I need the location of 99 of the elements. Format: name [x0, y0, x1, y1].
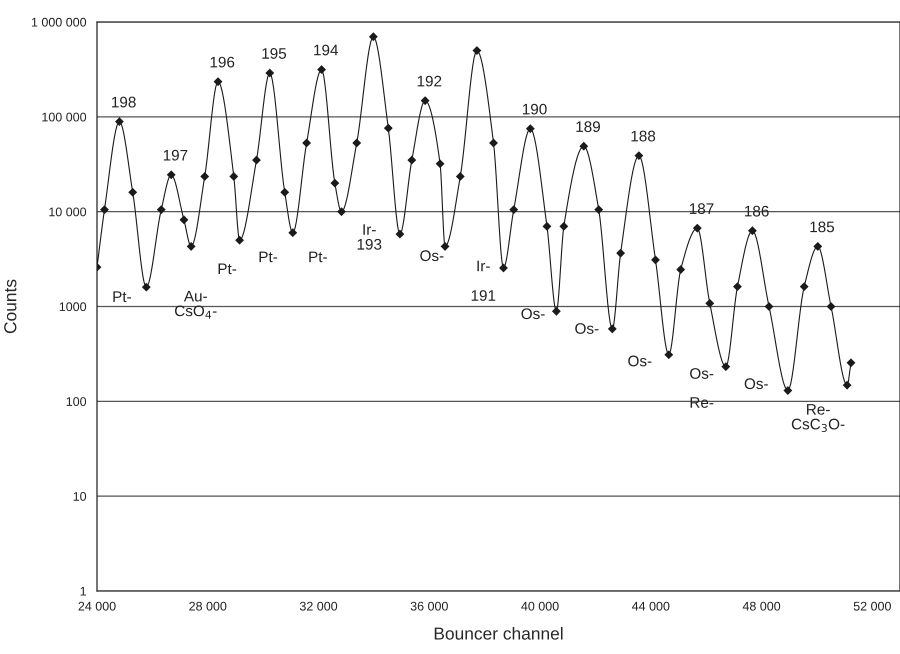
annotation: 192: [418, 76, 442, 87]
annotation: Os-: [744, 378, 768, 390]
annotation: Ir- 193: [358, 224, 382, 250]
annotation: 197: [164, 150, 188, 161]
x-tick-label: 44 000: [632, 602, 670, 611]
point: [330, 178, 339, 188]
point: [288, 228, 297, 237]
point: [352, 138, 361, 148]
x-tick-label: 36 000: [410, 602, 448, 611]
x-tick-label: 28 000: [189, 602, 226, 611]
annotation: Os-: [628, 356, 652, 366]
y-axis-title: Counts: [4, 280, 16, 334]
point: [846, 358, 856, 367]
point: [594, 206, 603, 214]
point: [167, 170, 176, 179]
point: [317, 65, 326, 74]
annotation: Ir-: [477, 260, 490, 272]
annotation: 189: [576, 121, 600, 132]
point: [157, 206, 166, 214]
point: [230, 172, 238, 181]
point: [128, 188, 137, 196]
point: [748, 226, 757, 235]
point: [420, 96, 430, 105]
annotation: 185: [810, 221, 834, 232]
point: [800, 282, 808, 291]
point: [489, 138, 498, 148]
point: [706, 299, 714, 308]
point: [115, 118, 124, 126]
y-tick-label: 1: [80, 586, 86, 596]
point: [826, 302, 836, 311]
point: [722, 362, 730, 371]
annotation: Au- CsO$_{4}$-: [175, 290, 217, 319]
point: [252, 156, 261, 164]
x-tick-label: 24 000: [78, 602, 116, 611]
point: [560, 222, 568, 230]
point: [280, 188, 289, 196]
point: [580, 142, 588, 150]
point: [302, 138, 311, 148]
point: [693, 224, 702, 232]
annotation: Re- CsC$_{3}$O-: [792, 404, 844, 432]
annotation: Pt-: [260, 252, 278, 262]
point: [200, 172, 209, 181]
point: [499, 264, 508, 272]
point: [266, 68, 274, 78]
annotation: Pt-: [309, 252, 327, 262]
y-tick-label: 10 000: [49, 207, 86, 216]
point: [542, 222, 552, 230]
point: [456, 172, 464, 181]
point: [764, 302, 774, 311]
annotation: 194: [314, 44, 338, 56]
annotation: Pt-: [218, 264, 236, 274]
point: [472, 46, 482, 55]
point: [664, 350, 673, 359]
annotation: 196: [210, 56, 234, 68]
y-tick-label: 10: [74, 492, 86, 501]
x-axis-title: Bouncer channel: [434, 626, 562, 640]
y-tick-label: 100 000: [42, 112, 86, 122]
annotation: Os-: [420, 250, 444, 262]
annotation: Pt-: [113, 291, 131, 302]
y-tick-label: 100: [66, 397, 86, 406]
point: [552, 307, 561, 316]
annotation: 188: [631, 130, 656, 142]
point: [408, 156, 416, 164]
point: [384, 124, 392, 132]
point: [180, 216, 188, 224]
point: [436, 160, 444, 168]
point: [100, 206, 109, 214]
x-tick-label: 40 000: [521, 602, 559, 611]
point: [369, 32, 378, 41]
point: [608, 324, 616, 334]
point: [616, 249, 625, 258]
y-tick-label: 1000: [60, 302, 86, 312]
point: [526, 124, 534, 133]
x-tick-label: 32 000: [300, 602, 338, 611]
x-tick-label: 52 000: [854, 602, 891, 611]
y-tick-label: 1 000 000: [32, 18, 86, 27]
point: [651, 256, 660, 264]
point: [142, 283, 150, 292]
point: [784, 386, 792, 395]
annotation: 191: [472, 290, 496, 301]
point: [634, 151, 644, 160]
annotation: 190: [522, 104, 547, 115]
point: [814, 242, 822, 251]
point: [842, 381, 852, 390]
x-tick-label: 48 000: [742, 602, 780, 611]
point: [510, 206, 518, 214]
annotation: 195: [262, 48, 286, 59]
annotation: 198: [112, 96, 136, 108]
annotation: Os-: [521, 308, 545, 320]
point: [187, 242, 196, 251]
point: [235, 236, 244, 244]
point: [440, 242, 450, 251]
point: [337, 208, 346, 216]
point: [396, 230, 404, 238]
annotation: Os-: [690, 368, 714, 379]
point: [733, 282, 742, 291]
point: [676, 265, 685, 274]
point: [214, 78, 222, 86]
annotation: Os-: [575, 323, 598, 334]
